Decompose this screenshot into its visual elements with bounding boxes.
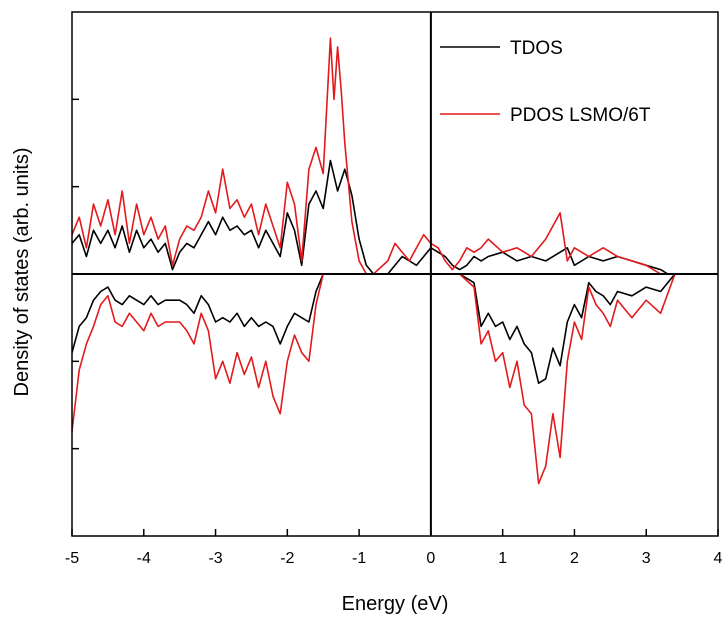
x-axis-title: Energy (eV) [342,593,449,615]
series-line-tdos-up [71,159,669,275]
x-tick-label: -4 [137,550,151,567]
x-tick-label: -2 [280,550,294,567]
legend-label-pdos: PDOS LSMO/6T [510,105,651,126]
x-axis-ticks: -5 -4 -3 -2 -1 0 1 2 3 4 [65,529,723,567]
series-line-pdos-up [71,37,668,275]
x-tick-label: 2 [570,550,579,567]
series-layer [71,37,676,485]
x-tick-label: 3 [642,550,651,567]
legend-label-tdos: TDOS [510,38,563,59]
plot-frame [71,11,719,537]
legend: TDOS PDOS LSMO/6T [440,38,651,126]
y-axis-title: Density of states (arb. units) [11,148,33,397]
series-line-tdos-down [71,273,676,385]
x-tick-label: 4 [714,550,723,567]
x-tick-label: -3 [208,550,222,567]
series-line-pdos-down [71,273,676,485]
x-tick-label: -5 [65,550,79,567]
y-axis-ticks [72,98,79,450]
x-tick-label: 1 [498,550,507,567]
x-tick-label: 0 [426,550,435,567]
x-tick-label: -1 [352,550,366,567]
